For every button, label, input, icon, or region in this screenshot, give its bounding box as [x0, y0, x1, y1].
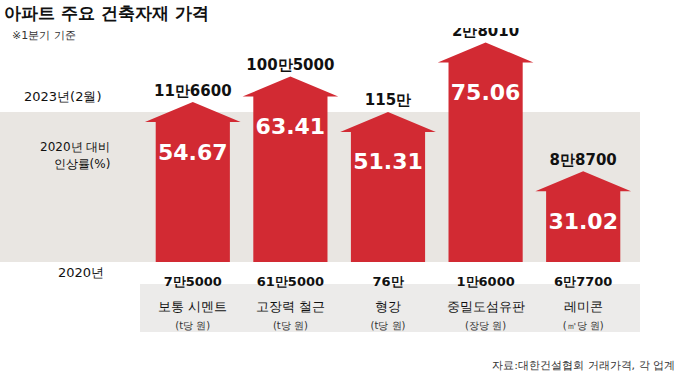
svg-text:11만6600: 11만6600 [154, 82, 232, 100]
svg-text:1만6000: 1만6000 [456, 274, 514, 289]
svg-text:형강: 형강 [375, 299, 401, 314]
svg-text:100만5000: 100만5000 [246, 56, 334, 74]
svg-text:레미콘: 레미콘 [564, 299, 603, 314]
svg-text:6만7700: 6만7700 [554, 274, 612, 289]
svg-text:(t당 원): (t당 원) [371, 320, 406, 331]
svg-text:2020년: 2020년 [58, 265, 104, 280]
svg-text:61만5000: 61만5000 [257, 274, 324, 289]
svg-text:자료:대한건설협회 거래가격, 각 업계: 자료:대한건설협회 거래가격, 각 업계 [492, 359, 675, 372]
svg-text:31.02: 31.02 [548, 209, 618, 234]
svg-text:2020년 대비: 2020년 대비 [40, 140, 110, 154]
svg-text:2만8010: 2만8010 [452, 22, 519, 40]
svg-text:51.31: 51.31 [353, 149, 423, 174]
svg-text:54.67: 54.67 [158, 140, 228, 165]
svg-text:※1분기 기준: ※1분기 기준 [12, 29, 76, 42]
svg-text:아파트 주요 건축자재 가격: 아파트 주요 건축자재 가격 [4, 3, 209, 23]
svg-text:(장당 원): (장당 원) [465, 320, 506, 331]
svg-text:76만: 76만 [372, 274, 403, 289]
svg-text:인상률(%): 인상률(%) [54, 157, 111, 171]
svg-text:115만: 115만 [365, 91, 411, 109]
svg-text:고장력 철근: 고장력 철근 [256, 299, 325, 314]
svg-text:75.06: 75.06 [451, 80, 521, 105]
svg-text:2023년(2월): 2023년(2월) [24, 89, 102, 104]
svg-text:(㎥당 원): (㎥당 원) [563, 320, 604, 331]
svg-text:7만5000: 7만5000 [164, 274, 222, 289]
svg-text:63.41: 63.41 [256, 114, 326, 139]
svg-text:중밀도섬유판: 중밀도섬유판 [447, 299, 525, 314]
svg-text:(t당 원): (t당 원) [175, 320, 210, 331]
svg-text:보통 시멘트: 보통 시멘트 [158, 299, 227, 314]
svg-text:8만8700: 8만8700 [550, 151, 617, 169]
svg-text:(t당 원): (t당 원) [273, 320, 308, 331]
